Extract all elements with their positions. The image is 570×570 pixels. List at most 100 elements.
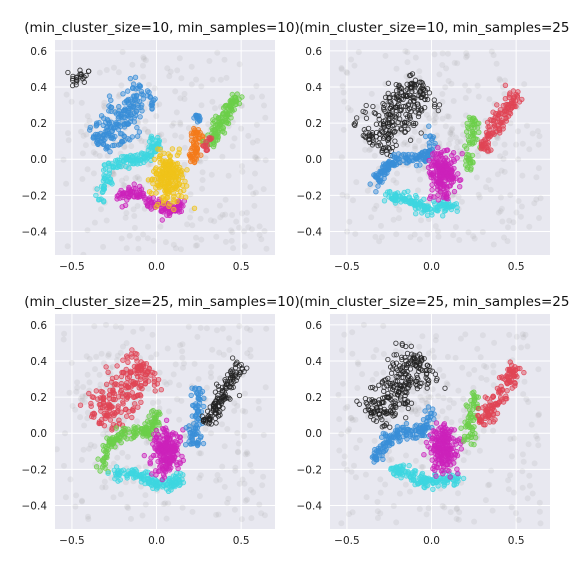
scatter-point [356, 437, 363, 444]
scatter-point [427, 147, 433, 154]
scatter-point [192, 242, 199, 249]
scatter-point [390, 404, 396, 411]
scatter-point [466, 152, 472, 158]
scatter-point [158, 205, 165, 211]
scatter-point [170, 120, 177, 127]
scatter-point [417, 176, 424, 183]
scatter-point [179, 504, 186, 511]
scatter-point [72, 503, 79, 510]
scatter-point [380, 351, 387, 357]
scatter-point [118, 380, 125, 387]
scatter-point [377, 476, 384, 483]
scatter-point [448, 127, 455, 133]
scatter-point [393, 381, 399, 388]
scatter-point [420, 143, 426, 150]
y-tick-label: −0.4 [297, 501, 323, 513]
scatter-point [535, 442, 542, 449]
scatter-point [411, 231, 418, 238]
scatter-point [145, 438, 152, 445]
scatter-point [156, 101, 163, 108]
scatter-point [144, 129, 151, 136]
scatter-point [363, 400, 369, 406]
scatter-point [514, 94, 521, 100]
scatter-point [515, 198, 522, 204]
scatter-point [433, 178, 440, 184]
scatter-point [440, 213, 446, 219]
scatter-point [187, 191, 194, 198]
scatter-point [359, 371, 366, 378]
scatter-point [483, 140, 489, 146]
scatter-point [98, 350, 105, 357]
scatter-point [521, 81, 528, 88]
scatter-point [130, 103, 136, 109]
scatter-point [94, 131, 101, 138]
scatter-point [144, 369, 151, 375]
scatter-point [86, 379, 93, 386]
scatter-point [413, 109, 419, 115]
scatter-point [423, 93, 429, 100]
scatter-point [396, 438, 402, 445]
scatter-point [445, 50, 451, 57]
scatter-point [374, 498, 381, 505]
scatter-point [346, 426, 353, 433]
scatter-point [114, 159, 120, 165]
scatter-point [436, 426, 442, 432]
scatter-point [208, 430, 214, 437]
scatter-point [222, 377, 228, 383]
scatter-point [100, 103, 107, 109]
y-tick-label: 0.4 [30, 82, 47, 94]
scatter-point [483, 376, 490, 383]
scatter-point [391, 352, 397, 358]
scatter-point [520, 334, 527, 341]
scatter-point [382, 94, 389, 101]
scatter-point [519, 451, 526, 458]
scatter-point [103, 217, 110, 224]
scatter-point [382, 81, 389, 87]
y-tick-label: −0.4 [22, 227, 48, 239]
scatter-point [65, 69, 71, 76]
scatter-point [148, 455, 154, 461]
scatter-point [382, 481, 389, 488]
scatter-point [73, 74, 80, 80]
scatter-point [214, 327, 220, 334]
scatter-point [210, 120, 216, 126]
scatter-point [348, 56, 355, 63]
scatter-point [206, 58, 213, 64]
scatter-point [391, 470, 397, 476]
scatter-point [240, 433, 247, 440]
scatter-point [453, 515, 460, 522]
scatter-point [123, 157, 129, 163]
scatter-point [453, 134, 459, 141]
scatter-point [422, 408, 428, 414]
scatter-point [156, 422, 162, 428]
scatter-point [101, 132, 107, 139]
scatter-point [440, 155, 446, 162]
scatter-point [156, 369, 163, 376]
scatter-point [216, 127, 222, 133]
scatter-point [239, 94, 245, 100]
scatter-point [366, 147, 373, 154]
scatter-point [260, 186, 267, 193]
scatter-point [451, 188, 458, 195]
scatter-point [152, 444, 158, 450]
scatter-point [413, 428, 419, 434]
scatter-point [364, 401, 370, 407]
scatter-point [191, 360, 198, 367]
scatter-point [99, 458, 106, 464]
scatter-point [429, 187, 435, 193]
scatter-point [524, 343, 531, 350]
scatter-point [214, 132, 220, 138]
scatter-point [377, 401, 383, 407]
scatter-point [154, 419, 161, 425]
scatter-point [179, 476, 185, 483]
scatter-point [156, 139, 162, 145]
scatter-point [235, 339, 242, 346]
scatter-point [225, 495, 232, 502]
scatter-point [376, 400, 382, 406]
scatter-point [101, 162, 107, 168]
scatter-point [479, 332, 486, 339]
scatter-point [239, 210, 245, 217]
scatter-point [232, 361, 239, 368]
scatter-point [441, 183, 448, 190]
scatter-point [93, 388, 99, 394]
